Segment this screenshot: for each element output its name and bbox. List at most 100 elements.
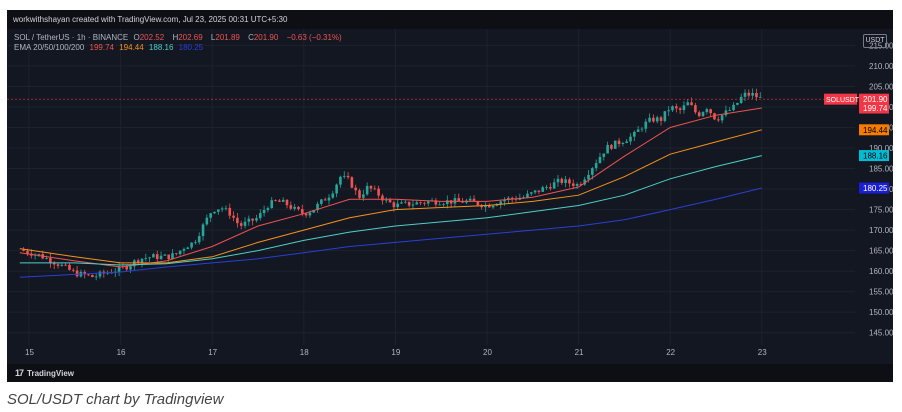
candle-body <box>152 254 155 258</box>
candle-body <box>541 187 545 192</box>
candle-body <box>419 202 422 204</box>
x-tick-label: 17 <box>208 348 217 357</box>
candle-body <box>564 179 567 183</box>
candle-body <box>300 209 304 214</box>
candle-body <box>457 198 461 201</box>
candle-body <box>625 141 628 143</box>
price-badge-value: 199.74 <box>863 104 888 113</box>
candle-body <box>507 197 510 200</box>
candle-body <box>71 269 75 271</box>
y-tick-label: 190.00 <box>869 144 893 153</box>
candle-body <box>404 201 407 203</box>
candle-body <box>232 215 235 218</box>
candle-body <box>453 198 457 204</box>
x-tick-label: 23 <box>758 348 767 357</box>
candle-body <box>60 264 64 266</box>
candle-body <box>178 250 182 255</box>
candle-body <box>381 195 384 201</box>
candle-body <box>365 185 369 195</box>
time-axis[interactable]: 15 16 17 18 19 20 21 22 23 <box>25 348 767 357</box>
candle-body <box>94 276 98 278</box>
candle-body <box>537 190 541 192</box>
candle-body <box>262 209 266 214</box>
candle-body <box>270 200 274 209</box>
candle-body <box>377 188 380 196</box>
y-tick-label: 150.00 <box>869 308 893 317</box>
candle-body <box>736 102 739 105</box>
candle-body <box>354 187 358 191</box>
candle-body <box>125 266 129 270</box>
candle-body <box>323 199 327 201</box>
tradingview-logo[interactable]: 17 TradingView <box>15 368 74 378</box>
candle-body <box>716 119 720 121</box>
candle-body <box>705 109 709 113</box>
candle-body <box>289 205 293 209</box>
x-tick-label: 19 <box>391 348 400 357</box>
chart-footer: 17 TradingView <box>7 364 893 382</box>
y-tick-label: 165.00 <box>869 247 893 256</box>
candle-body <box>255 218 258 221</box>
ema-lines <box>19 107 762 278</box>
candle-body <box>335 184 338 194</box>
candle-body <box>758 97 762 98</box>
candle-body <box>442 204 445 205</box>
candle-body <box>411 204 415 206</box>
candle-body <box>415 202 419 205</box>
candle-body <box>545 187 548 188</box>
candle-body <box>678 108 682 110</box>
candle-body <box>64 264 67 266</box>
candle-body <box>694 105 697 113</box>
candle-body <box>392 202 396 208</box>
price-badge <box>859 124 889 136</box>
candle-body <box>236 217 239 224</box>
candle-body <box>278 200 281 202</box>
chart-frame: workwithshayan created with TradingView.… <box>7 10 893 382</box>
ema-legend: EMA 20/50/100/200 199.74 194.44 188.16 1… <box>14 43 206 52</box>
candle-body <box>491 205 495 208</box>
ema50-value: 194.44 <box>119 43 144 52</box>
candle-body <box>690 102 693 106</box>
candle-body <box>239 223 243 226</box>
candle-body <box>304 213 308 216</box>
candle-body <box>724 110 728 116</box>
candle-body <box>209 213 212 218</box>
currency-badge[interactable]: USDT <box>863 34 887 48</box>
candle-body <box>144 258 148 259</box>
candle-body <box>598 156 602 164</box>
y-tick-label: 215.00 <box>869 41 893 50</box>
candle-body <box>266 208 270 210</box>
y-tick-label: 210.00 <box>869 62 893 71</box>
candles <box>22 88 762 281</box>
candle-body <box>529 192 533 194</box>
candle-body <box>285 199 289 206</box>
candle-body <box>602 153 606 157</box>
candle-body <box>426 201 430 204</box>
candle-body <box>579 184 583 185</box>
candle-body <box>228 207 232 216</box>
candle-body <box>37 254 41 255</box>
candle-body <box>613 140 617 149</box>
y-tick-label: 205.00 <box>869 82 893 91</box>
price-badge <box>859 182 889 194</box>
ema20-value: 199.74 <box>89 43 114 52</box>
candle-body <box>293 206 296 209</box>
candle-body <box>713 113 716 120</box>
candlestick-chart[interactable]: 145.00 150.00 155.00 160.00 165.00 170.00 175.… <box>7 29 893 364</box>
y-tick-label: 175.00 <box>869 206 893 215</box>
candle-body <box>533 190 537 193</box>
candle-body <box>312 209 316 213</box>
candle-body <box>388 199 392 203</box>
candle-body <box>369 185 373 189</box>
candle-body <box>438 204 441 206</box>
symbol-price-tag <box>824 93 857 105</box>
candle-body <box>358 190 361 198</box>
candle-body <box>400 202 403 204</box>
candle-body <box>446 200 449 205</box>
candle-body <box>667 110 670 112</box>
candle-body <box>476 201 480 206</box>
symbol-name: SOL / TetherUS · 1h · BINANCE <box>14 33 129 42</box>
candle-body <box>732 104 735 111</box>
candle-body <box>655 117 659 122</box>
candle-body <box>22 249 25 251</box>
x-tick-label: 21 <box>575 348 584 357</box>
